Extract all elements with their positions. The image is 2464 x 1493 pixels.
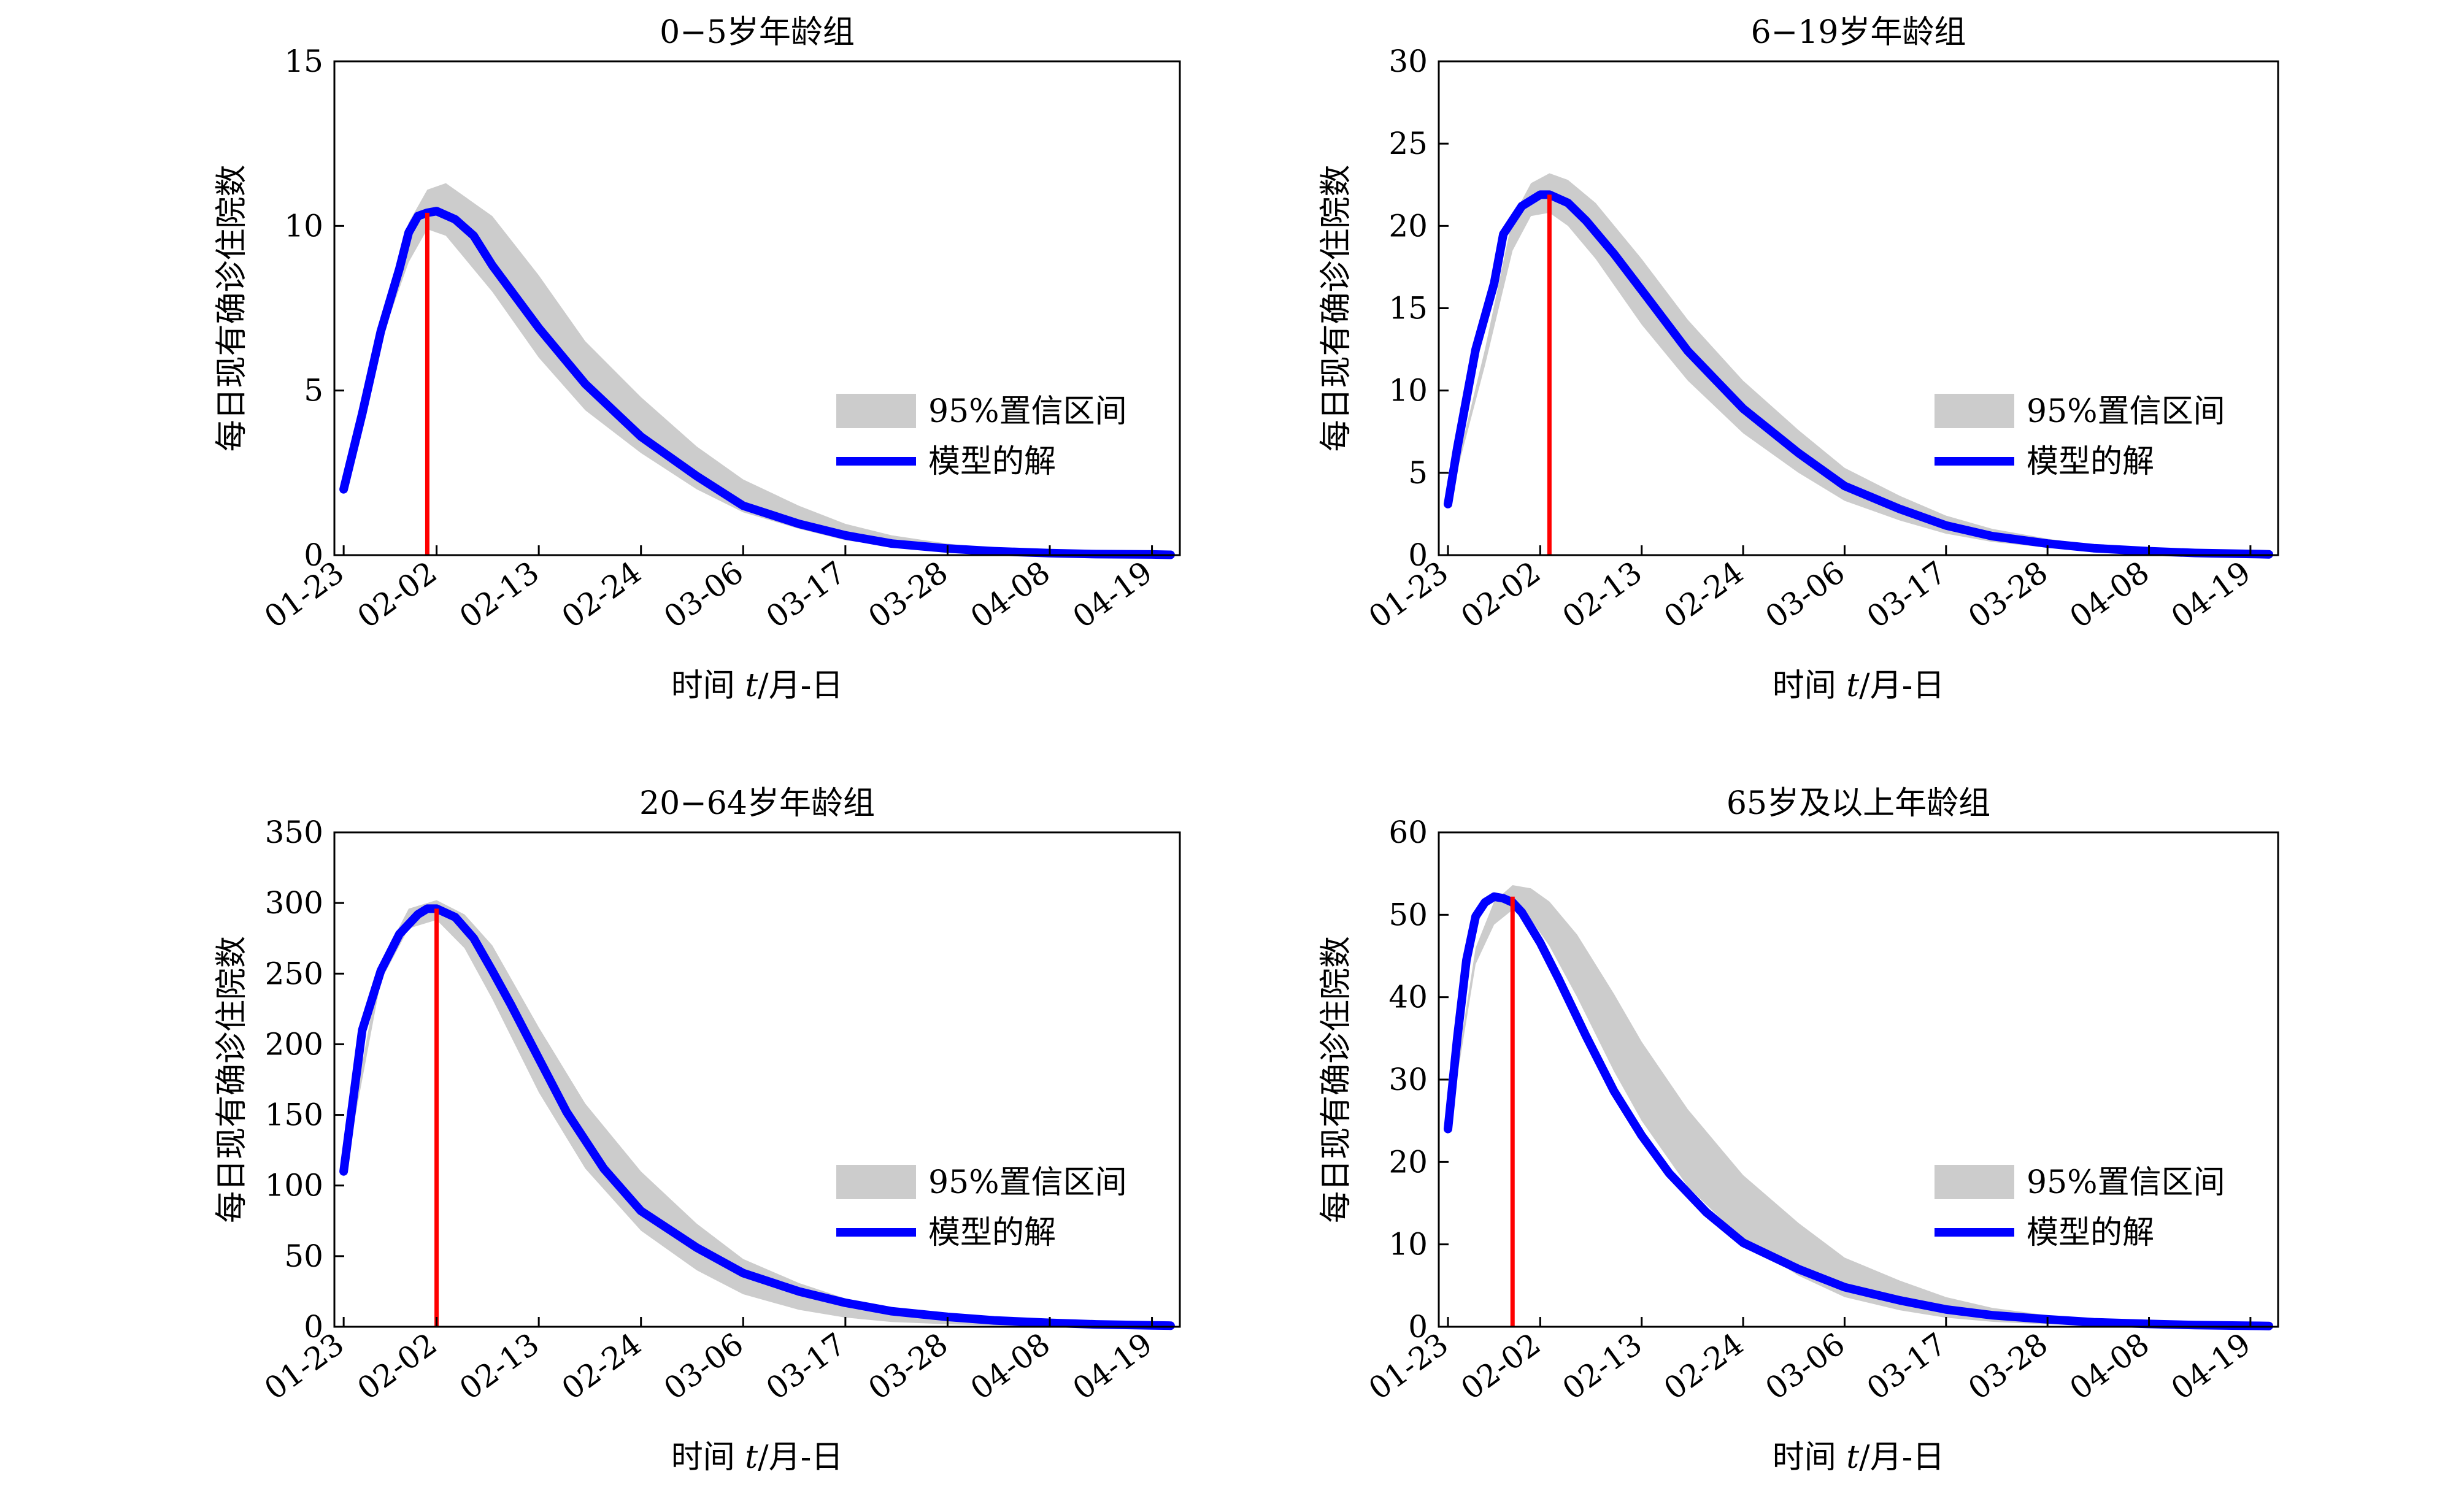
y-tick-label: 250 <box>265 956 323 991</box>
y-tick-label: 15 <box>284 44 323 79</box>
x-tick-label: 02-02 <box>1455 1326 1547 1407</box>
x-tick-label: 02-24 <box>555 555 648 635</box>
x-tick-label: 02-24 <box>1657 1326 1750 1407</box>
y-tick-label: 0 <box>304 537 323 573</box>
x-tick-label: 04-08 <box>2063 555 2156 635</box>
x-tick-label: 02-24 <box>1657 555 1750 635</box>
y-axis-label: 每日现有确诊住院数 <box>1318 936 1355 1223</box>
confidence-band <box>344 900 1171 1327</box>
y-tick-label: 350 <box>265 815 323 850</box>
chart-title: 0−5岁年龄组 <box>660 14 855 51</box>
y-tick-label: 60 <box>1388 815 1428 850</box>
chart-title: 20−64岁年龄组 <box>639 785 875 822</box>
x-tick-label: 03-28 <box>862 555 955 635</box>
model-solution-line <box>1444 190 2273 559</box>
legend-line-label: 模型的解 <box>928 1215 1056 1251</box>
y-tick-label: 20 <box>1388 208 1428 244</box>
x-tick-label: 04-08 <box>964 555 1057 635</box>
legend-band-swatch <box>836 394 916 428</box>
x-tick-label: 03-28 <box>862 1326 955 1407</box>
x-tick-label: 03-06 <box>1759 1326 1852 1407</box>
x-axis-label: 时间 t/月-日 <box>671 1439 844 1476</box>
y-axis-label: 每日现有确诊住院数 <box>1318 164 1355 451</box>
model-solution-line <box>1444 892 2273 1330</box>
y-tick-label: 300 <box>265 885 323 921</box>
x-tick-label: 02-13 <box>453 1326 545 1407</box>
x-tick-label: 04-08 <box>964 1326 1057 1407</box>
legend-line-label: 模型的解 <box>2027 1215 2154 1251</box>
x-tick-label: 02-13 <box>453 555 545 635</box>
y-tick-label: 30 <box>1388 44 1428 79</box>
x-tick-label: 02-02 <box>1455 555 1547 635</box>
x-tick-label: 04-19 <box>1066 555 1159 635</box>
y-tick-label: 20 <box>1388 1144 1428 1180</box>
plot-frame <box>1438 831 2279 1328</box>
y-tick-label: 15 <box>1388 291 1428 326</box>
y-tick-label: 10 <box>1388 373 1428 409</box>
y-tick-label: 100 <box>265 1168 323 1203</box>
x-tick-label: 03-17 <box>760 555 852 635</box>
legend-band-swatch <box>1935 1165 2014 1199</box>
y-tick-label: 0 <box>1408 537 1428 573</box>
model-solution-line <box>339 207 1175 559</box>
y-tick-label: 10 <box>284 208 323 244</box>
x-tick-label: 02-02 <box>351 1326 444 1407</box>
y-tick-label: 0 <box>304 1309 323 1345</box>
legend-band-swatch <box>1935 394 2014 428</box>
y-tick-label: 5 <box>304 373 323 409</box>
x-axis-label: 时间 t/月-日 <box>1773 1439 1945 1476</box>
x-tick-label: 03-06 <box>1759 555 1852 635</box>
legend-line-label: 模型的解 <box>928 443 1056 480</box>
x-tick-label: 03-17 <box>760 1326 852 1407</box>
y-tick-label: 10 <box>1388 1227 1428 1262</box>
y-tick-label: 30 <box>1388 1062 1428 1097</box>
x-axis-label: 时间 t/月-日 <box>671 667 844 704</box>
x-tick-label: 03-28 <box>1962 1326 2055 1407</box>
y-axis-label: 每日现有确诊住院数 <box>214 164 250 451</box>
y-tick-label: 5 <box>1408 455 1428 491</box>
legend-band-label: 95%置信区间 <box>2027 393 2225 430</box>
confidence-band <box>344 183 1171 555</box>
y-tick-label: 25 <box>1388 126 1428 161</box>
plot-frame <box>333 831 1181 1328</box>
y-tick-label: 40 <box>1388 980 1428 1015</box>
y-axis-label: 每日现有确诊住院数 <box>214 936 250 1223</box>
x-tick-label: 04-19 <box>2165 555 2257 635</box>
legend-band-label: 95%置信区间 <box>928 393 1127 430</box>
x-tick-label: 02-24 <box>555 1326 648 1407</box>
x-tick-label: 02-13 <box>1556 1326 1649 1407</box>
y-tick-label: 150 <box>265 1097 323 1133</box>
x-tick-label: 03-06 <box>658 555 750 635</box>
legend-band-label: 95%置信区间 <box>928 1164 1127 1201</box>
x-tick-label: 03-28 <box>1962 555 2055 635</box>
y-tick-label: 200 <box>265 1026 323 1062</box>
chart-title: 65岁及以上年龄组 <box>1727 785 1990 822</box>
confidence-band <box>1448 885 2269 1327</box>
legend-line-label: 模型的解 <box>2027 443 2154 480</box>
legend-band-swatch <box>836 1165 916 1199</box>
x-tick-label: 03-17 <box>1860 1326 1953 1407</box>
y-tick-label: 50 <box>1388 897 1428 932</box>
chart-title: 6−19岁年龄组 <box>1751 14 1966 51</box>
x-tick-label: 04-19 <box>2165 1326 2257 1407</box>
legend-band-label: 95%置信区间 <box>2027 1164 2225 1201</box>
plot-frame <box>333 60 1181 556</box>
model-solution-line <box>339 904 1175 1330</box>
y-tick-label: 50 <box>284 1238 323 1274</box>
x-tick-label: 04-19 <box>1066 1326 1159 1407</box>
y-tick-label: 0 <box>1408 1309 1428 1345</box>
x-tick-label: 03-17 <box>1860 555 1953 635</box>
x-tick-label: 03-06 <box>658 1326 750 1407</box>
x-axis-label: 时间 t/月-日 <box>1773 667 1945 704</box>
x-tick-label: 04-08 <box>2063 1326 2156 1407</box>
confidence-band <box>1448 173 2269 555</box>
x-tick-label: 02-13 <box>1556 555 1649 635</box>
x-tick-label: 02-02 <box>351 555 444 635</box>
